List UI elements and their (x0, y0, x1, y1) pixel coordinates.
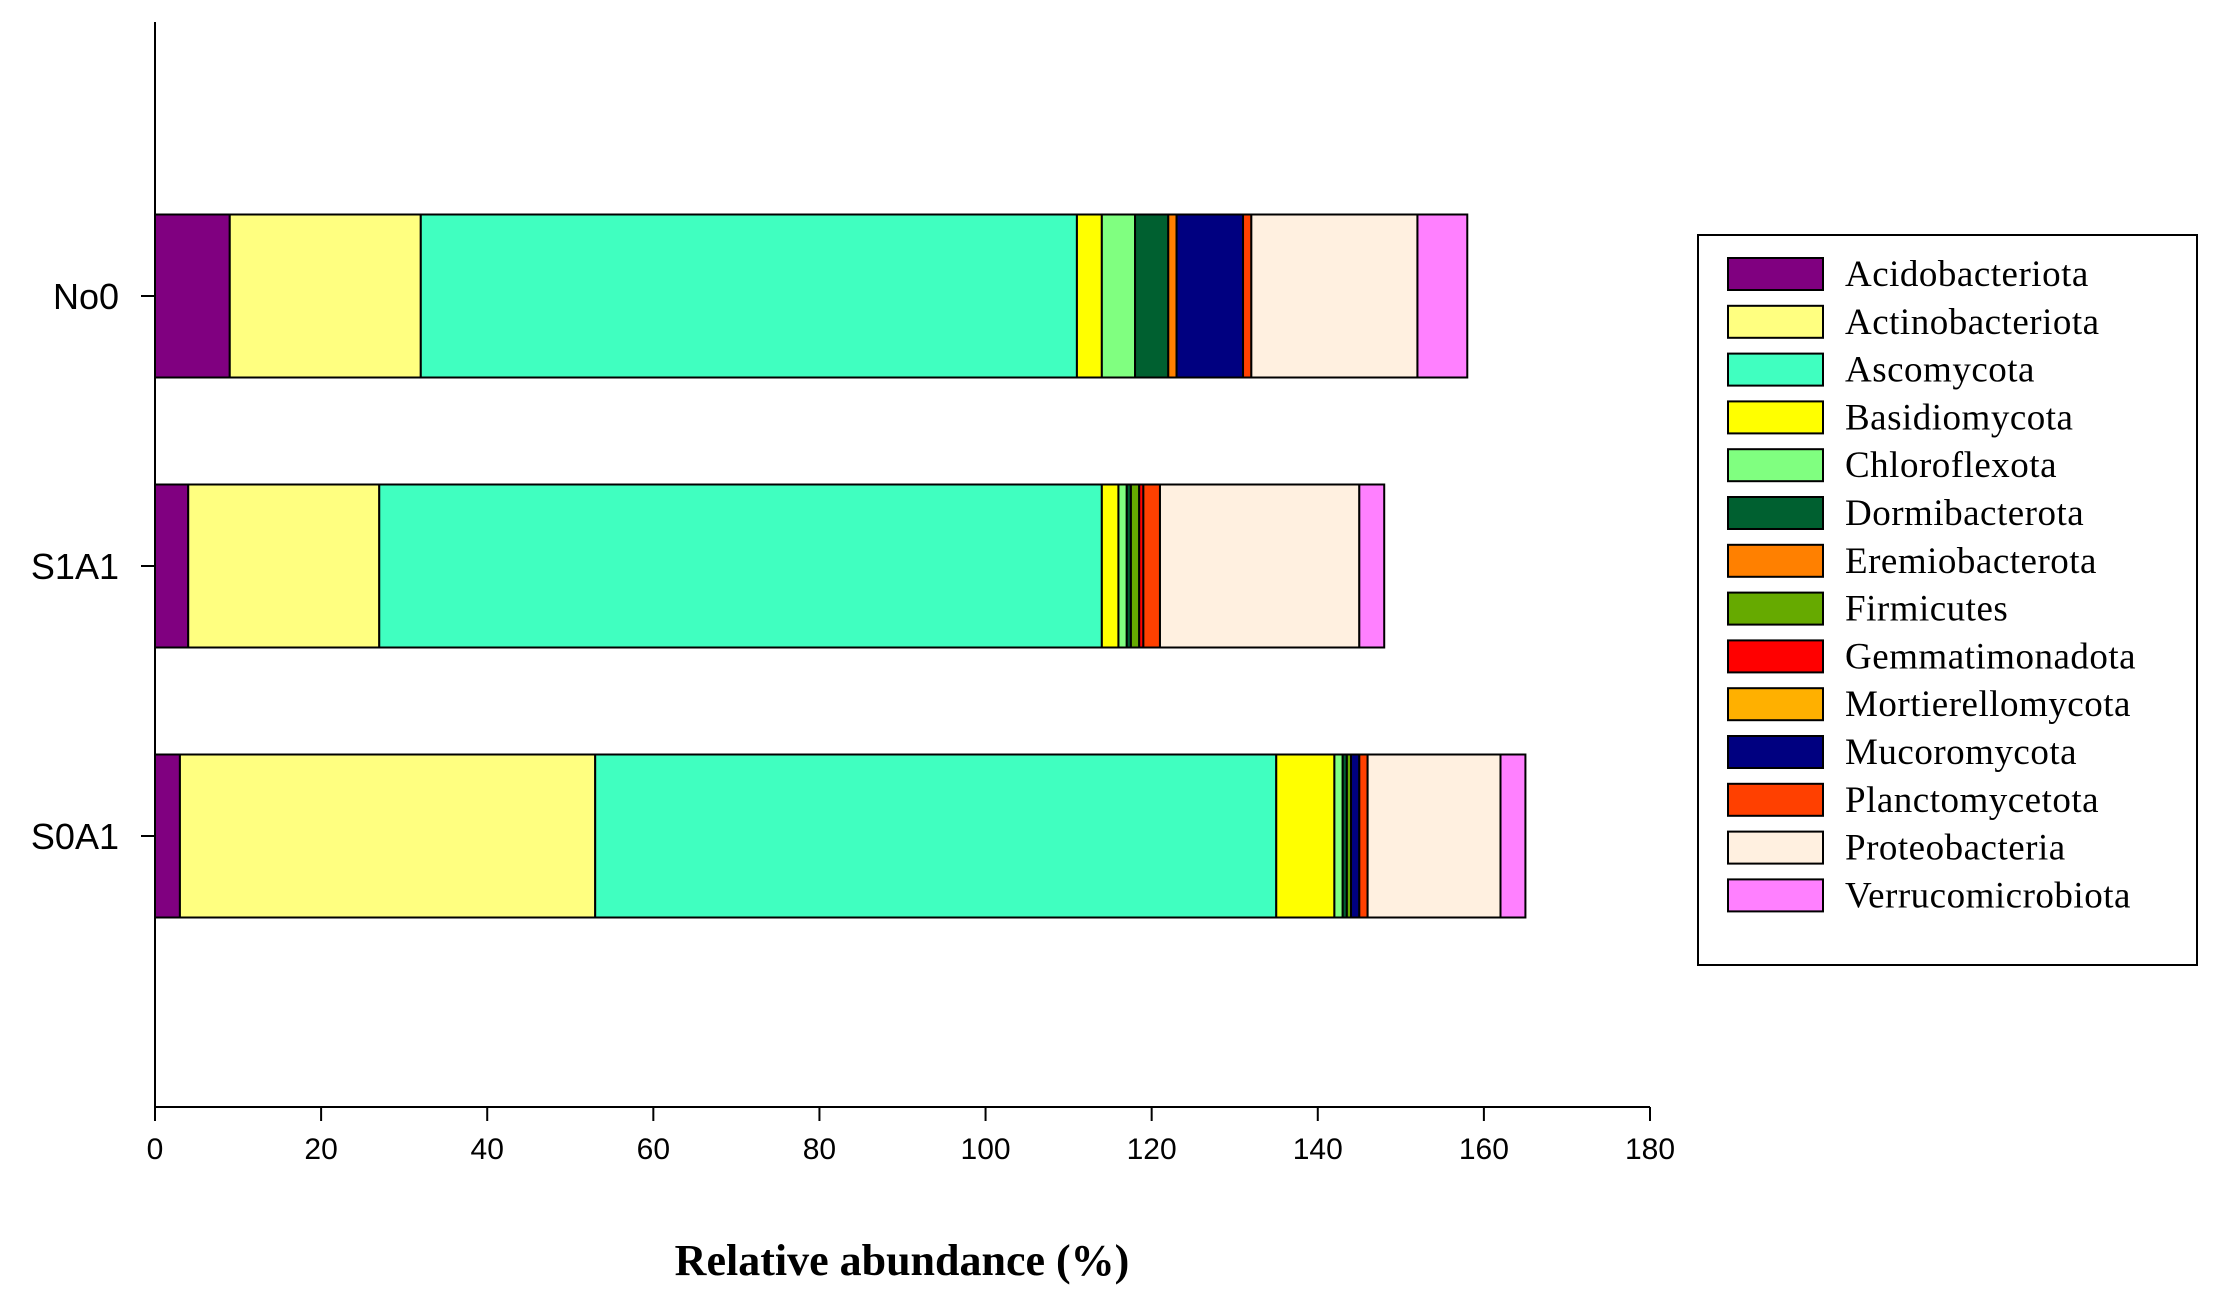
bar-segment-s0a1-acidobacteriota (154, 753, 181, 919)
bar-segment-no0-proteobacteria (1250, 213, 1419, 379)
bar-segment-no0-planctomycetota (1242, 213, 1253, 379)
bar-segment-no0-mucoromycota (1175, 213, 1245, 379)
bar-segment-no0-eremiobacterota (1167, 213, 1178, 379)
legend-swatch-acidobacteriota (1727, 257, 1824, 291)
legend-label-proteobacteria: Proteobacteria (1845, 828, 2066, 869)
legend-swatch-basidiomycota (1727, 400, 1824, 435)
x-tick-label: 180 (1625, 1133, 1675, 1166)
legend-label-eremiobacterota: Eremiobacterota (1845, 541, 2097, 582)
bar-segment-s1a1-chloroflexota (1117, 483, 1128, 649)
bar-segment-no0-basidiomycota (1075, 213, 1103, 379)
legend-label-chloroflexota: Chloroflexota (1845, 445, 2057, 486)
bar-segment-s1a1-firmicutes (1129, 483, 1141, 649)
bar-segment-s0a1-verrucomicrobiota (1499, 753, 1527, 919)
legend-label-mortierellomycota: Mortierellomycota (1845, 684, 2131, 725)
category-labels-group: No0 S1A1 S0A1 (31, 276, 155, 857)
bar-segment-s0a1-chloroflexota (1333, 753, 1344, 919)
legend-items-group: Acidobacteriota Actinobacteriota Ascomycot… (1727, 254, 2136, 916)
category-label-no0: No0 (53, 276, 119, 317)
legend-label-actinobacteriota: Actinobacteriota (1845, 302, 2100, 343)
legend-swatch-proteobacteria (1727, 830, 1824, 865)
legend-label-verrucomicrobiota: Verrucomicrobiota (1845, 875, 2131, 916)
bar-segment-s1a1-basidiomycota (1100, 483, 1120, 649)
bar-segment-s0a1-actinobacteriota (178, 753, 597, 919)
bar-segment-no0-verrucomicrobiota (1416, 213, 1469, 379)
bar-segment-s1a1-acidobacteriota (154, 483, 190, 649)
legend: Acidobacteriota Actinobacteriota Ascomycot… (1697, 234, 2198, 966)
legend-swatch-eremiobacterota (1727, 543, 1824, 578)
bar-segment-no0-dormibacterota (1134, 213, 1170, 379)
x-tick-label: 0 (147, 1133, 164, 1166)
legend-label-ascomycota: Ascomycota (1845, 350, 2035, 391)
legend-label-acidobacteriota: Acidobacteriota (1845, 254, 2089, 295)
bars-group (154, 213, 1527, 919)
category-label-s1a1: S1A1 (31, 546, 119, 587)
x-tick-label: 140 (1293, 1133, 1343, 1166)
legend-swatch-planctomycetota (1727, 782, 1824, 817)
bar-segment-s1a1-actinobacteriota (187, 483, 381, 649)
x-axis-title: Relative abundance (%) (675, 1236, 1130, 1285)
x-tick-label: 100 (961, 1133, 1011, 1166)
category-label-s0a1: S0A1 (31, 816, 119, 857)
bar-segment-no0-ascomycota (419, 213, 1078, 379)
legend-swatch-dormibacterota (1727, 496, 1824, 530)
legend-label-mucoromycota: Mucoromycota (1845, 732, 2077, 773)
legend-swatch-verrucomicrobiota (1727, 878, 1824, 913)
bar-segment-s0a1-proteobacteria (1366, 753, 1502, 919)
bar-segment-no0-actinobacteriota (228, 213, 422, 379)
legend-label-basidiomycota: Basidiomycota (1845, 397, 2073, 438)
bar-segment-s1a1-verrucomicrobiota (1358, 483, 1386, 649)
legend-swatch-firmicutes (1727, 591, 1824, 626)
bar-segment-s0a1-mucoromycota (1350, 753, 1361, 919)
legend-swatch-gemmatimonadota (1727, 639, 1824, 674)
bar-segment-s1a1-planctomycetota (1142, 483, 1161, 649)
legend-label-gemmatimonadota: Gemmatimonadota (1845, 636, 2136, 677)
x-tick-label: 120 (1127, 1133, 1177, 1166)
x-tick-label: 160 (1459, 1133, 1509, 1166)
x-tick-label: 60 (637, 1133, 670, 1166)
bar-segment-s1a1-proteobacteria (1158, 483, 1361, 649)
x-tick-label: 40 (471, 1133, 504, 1166)
bar-segment-s0a1-ascomycota (594, 753, 1278, 919)
bar-segment-no0-acidobacteriota (154, 213, 231, 379)
legend-label-dormibacterota: Dormibacterota (1845, 493, 2084, 534)
legend-swatch-mortierellomycota (1727, 687, 1824, 722)
legend-swatch-ascomycota (1727, 352, 1824, 387)
bar-segment-s0a1-planctomycetota (1358, 753, 1369, 919)
bar-segment-no0-chloroflexota (1100, 213, 1137, 379)
legend-label-firmicutes: Firmicutes (1845, 589, 2008, 630)
legend-swatch-mucoromycota (1727, 735, 1824, 769)
bar-segment-s0a1-basidiomycota (1275, 753, 1336, 919)
legend-swatch-actinobacteriota (1727, 304, 1824, 339)
bar-segment-s1a1-ascomycota (378, 483, 1103, 649)
legend-label-planctomycetota: Planctomycetota (1845, 780, 2099, 821)
legend-swatch-chloroflexota (1727, 448, 1824, 483)
x-tick-label: 80 (803, 1133, 836, 1166)
x-ticks-group: 0 20 40 60 80 100 120 140 160 180 (147, 1107, 1675, 1166)
x-tick-label: 20 (304, 1133, 337, 1166)
